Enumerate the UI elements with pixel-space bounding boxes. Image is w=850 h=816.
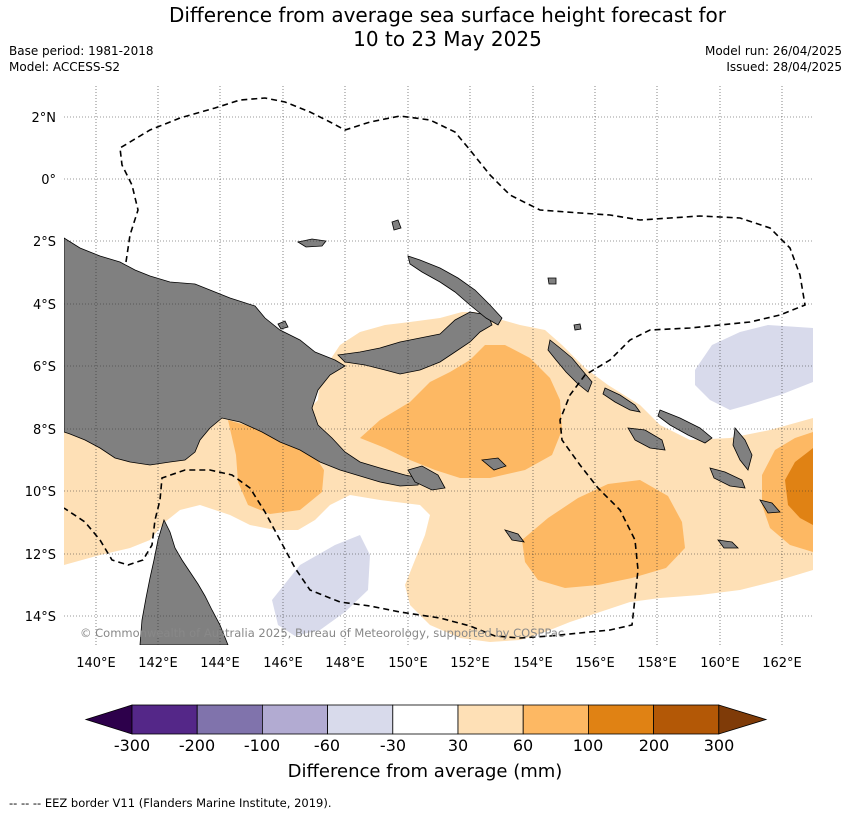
anomaly-60-100-central: [360, 345, 562, 478]
model-name: Model: ACCESS-S2: [9, 60, 121, 74]
colorbar-tick-label: -300: [113, 736, 151, 755]
lat-label: 0°: [41, 173, 56, 188]
new-guinea: [64, 237, 421, 487]
d-entrecasteaux: [407, 465, 446, 491]
cape-york: [139, 518, 229, 645]
lat-label: 2°S: [33, 235, 56, 250]
small-island-4: [759, 499, 781, 514]
rossel: [504, 529, 525, 543]
colorbar-tick-label: -200: [178, 736, 216, 755]
new-britain: [337, 311, 493, 375]
colorbar-segment: [131, 704, 198, 735]
makira: [709, 467, 746, 489]
colorbar-tick-label: -60: [313, 736, 341, 755]
colorbar-title: Difference from average (mm): [287, 761, 563, 782]
new-ireland: [407, 255, 503, 326]
colorbar-segment: [588, 704, 655, 735]
anomaly-100-200-east: [785, 448, 813, 525]
lat-label: 2°N: [32, 111, 57, 126]
colorbar-segment: [392, 704, 459, 735]
base-period: Base period: 1981-2018: [9, 44, 154, 58]
lon-label: 150°E: [388, 656, 428, 671]
colorbar-tick-label: -30: [379, 736, 407, 755]
small-island-3: [573, 323, 582, 331]
title-line-2: 10 to 23 May 2025: [353, 27, 542, 51]
lon-label: 154°E: [513, 656, 553, 671]
lat-label: 4°S: [33, 298, 56, 313]
lat-label: 8°S: [33, 423, 56, 438]
lon-label: 142°E: [138, 656, 178, 671]
santa-isabel: [657, 409, 713, 444]
map-area: © Commonwealth of Australia 2025, Bureau…: [64, 86, 813, 645]
colorbar-tick-label: -100: [243, 736, 281, 755]
lon-label: 156°E: [575, 656, 615, 671]
meta-right: Model run: 26/04/2025 Issued: 28/04/2025: [705, 43, 842, 75]
anomaly-60-100-southeast: [522, 480, 685, 588]
lon-label: 152°E: [450, 656, 490, 671]
anomaly-negative-east: [695, 325, 813, 410]
land-masses: [64, 219, 781, 645]
lon-label: 140°E: [76, 656, 116, 671]
lon-label: 144°E: [200, 656, 240, 671]
small-island-2: [391, 219, 402, 231]
choiseul: [602, 387, 641, 413]
lat-label: 14°S: [25, 610, 56, 625]
colorbar-segment: [522, 704, 589, 735]
lat-label: 6°S: [33, 360, 56, 375]
colorbar-segment: [457, 704, 524, 735]
small-island-5: [547, 277, 557, 285]
colorbar-tick-label: 300: [703, 736, 735, 755]
lat-label: 10°S: [25, 485, 56, 500]
lon-label: 158°E: [637, 656, 677, 671]
copyright-text: © Commonwealth of Australia 2025, Bureau…: [80, 626, 564, 640]
graticule: [64, 86, 813, 645]
title-line-1: Difference from average sea surface heig…: [168, 3, 727, 27]
meta-left: Base period: 1981-2018 Model: ACCESS-S2: [9, 43, 154, 75]
small-island-1: [277, 320, 289, 330]
lon-label: 148°E: [325, 656, 365, 671]
malaita: [732, 427, 753, 471]
colorbar-tick-label: 60: [512, 736, 534, 755]
anomaly-60-100-west: [228, 420, 324, 514]
colorbar-segment: [196, 704, 263, 735]
lon-label: 146°E: [263, 656, 303, 671]
latitude-labels: 2°N 0° 2°S 4°S 6°S 8°S 10°S 12°S 14°S: [25, 111, 56, 625]
longitude-labels: 140°E 142°E 144°E 146°E 148°E 150°E 152°…: [76, 656, 802, 671]
guadalcanal: [627, 427, 666, 451]
colorbar-extension-high: [718, 704, 768, 735]
colorbar-extension-low: [84, 704, 133, 735]
issued-date: Issued: 28/04/2025: [726, 60, 842, 74]
colorbar: [84, 704, 768, 735]
model-run: Model run: 26/04/2025: [704, 44, 842, 58]
woodlark: [481, 457, 507, 471]
anomaly-negative-south: [272, 535, 370, 636]
colorbar-tick-label: 200: [638, 736, 670, 755]
colorbar-segment: [327, 704, 394, 735]
lat-label: 12°S: [25, 548, 56, 563]
lon-label: 160°E: [700, 656, 740, 671]
colorbar-tick-label: 100: [572, 736, 604, 755]
rennell: [717, 539, 739, 549]
eez-border: [64, 97, 806, 639]
map-title: Difference from average sea surface heig…: [0, 3, 850, 51]
colorbar-segment: [261, 704, 328, 735]
colorbar-tick-label: 30: [447, 736, 469, 755]
lon-label: 162°E: [762, 656, 802, 671]
colorbar-segment: [653, 704, 720, 735]
eez-legend-note: -- -- -- EEZ border V11 (Flanders Marine…: [9, 796, 332, 810]
